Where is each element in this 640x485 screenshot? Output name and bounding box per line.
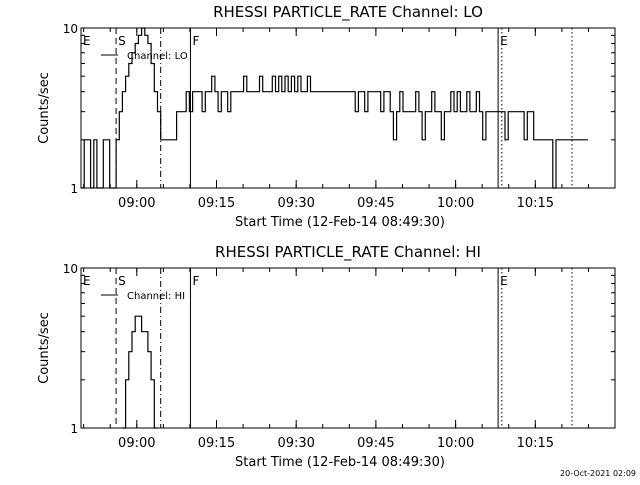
footer-timestamp: 20-Oct-2021 02:09 (560, 469, 636, 478)
y-tick-label: 1 (70, 422, 78, 436)
x-tick-label: 09:30 (277, 196, 314, 211)
event-marker-label: S (118, 274, 126, 288)
x-tick-label: 09:00 (118, 436, 155, 451)
x-axis-label: Start Time (12-Feb-14 08:49:30) (235, 455, 445, 470)
event-marker-label: F (192, 274, 199, 288)
y-tick-label: 1 (70, 182, 78, 196)
y-tick-label: 10 (63, 262, 78, 276)
event-marker-label: E (500, 34, 508, 48)
x-tick-label: 10:00 (437, 196, 474, 211)
x-tick-label: 10:15 (517, 436, 554, 451)
x-tick-label: 09:00 (118, 196, 155, 211)
x-tick-label: 10:00 (437, 436, 474, 451)
x-axis-label: Start Time (12-Feb-14 08:49:30) (235, 215, 445, 230)
legend-label: Channel: LO (127, 51, 188, 62)
y-axis-label: Counts/sec (37, 312, 52, 384)
event-marker-label: E (83, 274, 91, 288)
event-marker-label: F (192, 34, 199, 48)
chart-panel-2: RHESSI PARTICLE_RATE Channel: HI Counts/s… (37, 243, 616, 470)
legend-label: Channel: HI (127, 291, 185, 302)
event-marker-label: S (118, 34, 126, 48)
x-tick-label: 09:15 (198, 436, 235, 451)
x-tick-label: 10:15 (517, 196, 554, 211)
x-tick-label: 09:15 (198, 196, 235, 211)
y-axis-label: Counts/sec (37, 72, 52, 144)
event-marker-label: E (83, 34, 91, 48)
y-tick-label: 10 (63, 22, 78, 36)
x-tick-label: 09:45 (357, 436, 394, 451)
x-tick-label: 09:45 (357, 196, 394, 211)
chart-title: RHESSI PARTICLE_RATE Channel: LO (213, 3, 483, 22)
x-tick-label: 09:30 (277, 436, 314, 451)
series-line (122, 315, 158, 429)
series-line (81, 27, 588, 189)
chart-panel-1: RHESSI PARTICLE_RATE Channel: LO Counts/s… (37, 3, 616, 230)
chart-title: RHESSI PARTICLE_RATE Channel: HI (215, 243, 481, 262)
event-marker-label: E (500, 274, 508, 288)
